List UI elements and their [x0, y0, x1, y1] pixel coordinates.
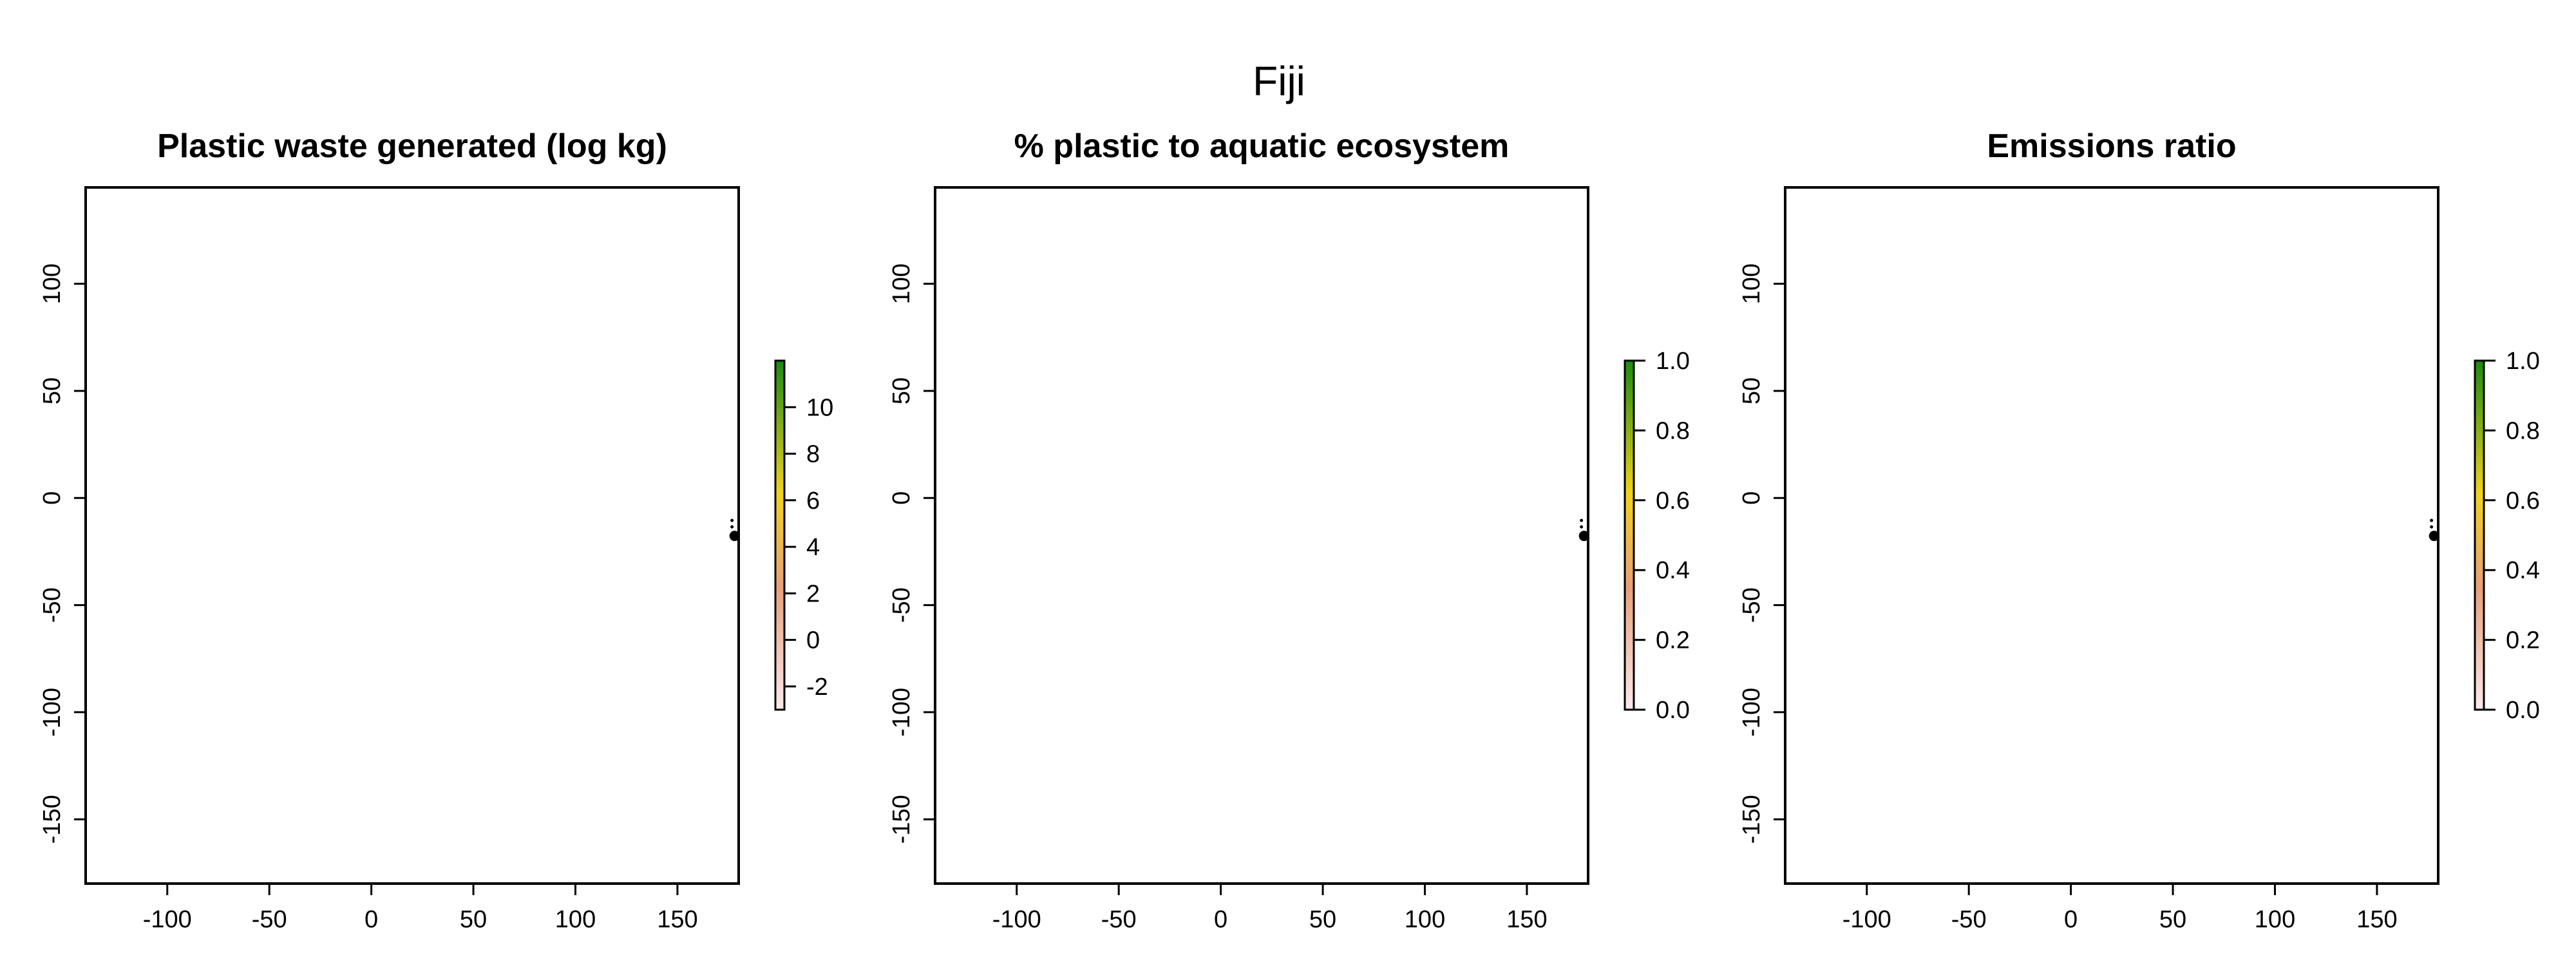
y-tick-label: 50: [39, 377, 66, 404]
legend-tick-label: 0.2: [1656, 627, 1690, 654]
x-tick-label: 50: [2159, 906, 2186, 933]
plot-frame: [84, 186, 740, 885]
x-tick-label: 150: [1506, 906, 1547, 933]
color-legend: -2 0 2 4 6 8 10: [774, 359, 833, 711]
x-tick-label: 50: [1309, 906, 1336, 933]
legend-color-bar: [2474, 359, 2485, 711]
location-point: [1578, 531, 1589, 542]
color-legend: 0.0 0.2 0.4 0.6 0.8 1.0: [2474, 348, 2540, 724]
x-tick-label: 100: [2255, 906, 2295, 933]
location-point: [729, 531, 740, 542]
panel-title: Emissions ratio: [1987, 128, 2236, 165]
y-tick-label: 0: [39, 491, 66, 505]
x-tick-label: -50: [1101, 906, 1137, 933]
x-tick-label: 0: [365, 906, 378, 933]
x-tick-label: 0: [1214, 906, 1227, 933]
y-tick-label: 100: [888, 263, 915, 304]
y-tick-label: 0: [1738, 491, 1765, 505]
plot-frame: [1784, 186, 2439, 885]
figure-title: Fiji: [1253, 58, 1305, 104]
legend-tick-label: 0.8: [2506, 417, 2540, 444]
x-tick-label: 50: [460, 906, 487, 933]
plot-frame: [934, 186, 1589, 885]
y-tick-label: 100: [1738, 263, 1765, 304]
y-tick-label: -100: [1738, 688, 1765, 737]
legend-color-bar: [774, 359, 786, 711]
y-tick-label: 50: [888, 377, 915, 404]
legend-tick-label: 0.0: [1656, 697, 1690, 724]
y-tick-label: -50: [1738, 587, 1765, 623]
y-tick-label: -150: [39, 795, 66, 844]
legend-tick-label: 0: [806, 627, 820, 654]
location-point-detail: [1580, 525, 1584, 529]
location-point: [2429, 531, 2439, 542]
legend-tick-label: 0.4: [2506, 557, 2540, 584]
map-panel-3: Emissions ratio -100 -50 0 50 100 150 100 50 0 -50…: [1738, 128, 2540, 933]
map-panel-1: Plastic waste generated (log kg) -100 -50 0…: [39, 128, 833, 933]
legend-tick-label: 0.4: [1656, 557, 1690, 584]
x-tick-label: 150: [2356, 906, 2397, 933]
x-tick-label: -50: [252, 906, 287, 933]
legend-tick-label: 1.0: [2506, 348, 2540, 375]
legend-tick-label: 8: [806, 441, 820, 468]
legend-tick-label: 0.8: [1656, 417, 1690, 444]
legend-tick-label: -2: [806, 674, 828, 701]
legend-tick-label: 1.0: [1656, 348, 1690, 375]
x-tick-label: 150: [657, 906, 697, 933]
location-point-detail: [2430, 518, 2434, 522]
y-tick-label: 100: [39, 263, 66, 304]
legend-tick-label: 2: [806, 580, 820, 607]
y-tick-label: 50: [1738, 377, 1765, 404]
x-tick-label: 0: [2064, 906, 2078, 933]
legend-color-bar: [1624, 359, 1635, 711]
y-tick-label: -100: [888, 688, 915, 737]
x-tick-label: 100: [555, 906, 596, 933]
location-point-detail: [730, 518, 734, 522]
y-tick-label: -150: [1738, 795, 1765, 844]
x-tick-label: -100: [143, 906, 192, 933]
legend-tick-label: 0.2: [2506, 627, 2540, 654]
map-panel-2: % plastic to aquatic ecosystem -100 -50 0 50…: [888, 128, 1690, 933]
y-tick-label: 0: [888, 491, 915, 505]
legend-tick-label: 0.6: [1656, 488, 1690, 515]
y-tick-label: -100: [39, 688, 66, 737]
legend-tick-label: 0.6: [2506, 488, 2540, 515]
x-tick-label: -50: [1951, 906, 1987, 933]
location-point-detail: [2430, 525, 2434, 529]
y-tick-label: -150: [888, 795, 915, 844]
legend-tick-label: 4: [806, 534, 820, 561]
location-point-detail: [730, 525, 734, 529]
x-tick-label: -100: [1842, 906, 1891, 933]
legend-tick-label: 0.0: [2506, 697, 2540, 724]
location-point-detail: [1580, 518, 1584, 522]
panel-title: Plastic waste generated (log kg): [157, 128, 667, 165]
x-tick-label: -100: [992, 906, 1041, 933]
panel-title: % plastic to aquatic ecosystem: [1014, 128, 1510, 165]
legend-tick-label: 6: [806, 488, 820, 515]
legend-tick-label: 10: [806, 394, 833, 421]
color-legend: 0.0 0.2 0.4 0.6 0.8 1.0: [1624, 348, 1690, 724]
x-tick-label: 100: [1405, 906, 1445, 933]
y-tick-label: -50: [39, 587, 66, 623]
y-tick-label: -50: [888, 587, 915, 623]
